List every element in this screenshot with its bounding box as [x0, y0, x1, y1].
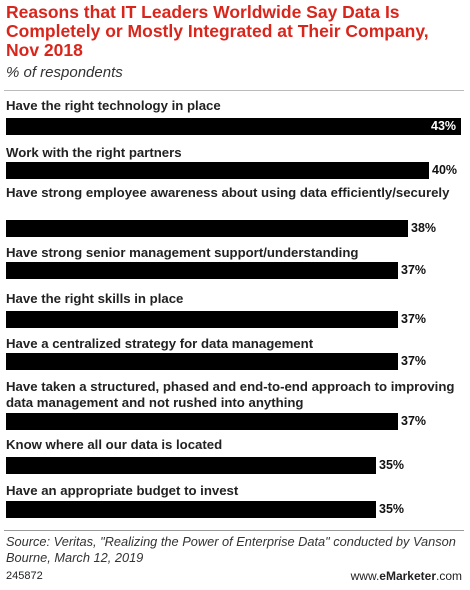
brand-name: eMarketer [379, 569, 436, 583]
bar [6, 311, 398, 328]
category-label: Have a centralized strategy for data man… [6, 336, 314, 351]
bar [6, 220, 408, 237]
brand-logo: www.eMarketer.com [351, 569, 462, 583]
value-label: 35% [379, 502, 405, 516]
value-label: 37% [401, 263, 427, 277]
category-label: Have strong employee awareness about usi… [6, 185, 450, 200]
chart-id: 245872 [6, 570, 43, 582]
bar [6, 413, 398, 430]
bar [6, 162, 429, 179]
category-label: Have the right technology in place [6, 98, 221, 113]
top-divider [4, 90, 464, 91]
brand-suffix: .com [435, 569, 462, 583]
value-label: 37% [401, 354, 427, 368]
value-label: 37% [401, 312, 427, 326]
category-label: Have strong senior management support/un… [6, 245, 359, 260]
category-label: Work with the right partners [6, 145, 182, 160]
source-note: Source: Veritas, "Realizing the Power of… [6, 534, 456, 565]
value-label: 40% [432, 163, 458, 177]
bar [6, 118, 461, 135]
bar [6, 457, 376, 474]
bottom-divider [4, 530, 464, 531]
category-label: Have taken a structured, phased and end-… [6, 379, 455, 410]
bar [6, 353, 398, 370]
category-label: Know where all our data is located [6, 437, 223, 452]
value-label: 43% [431, 119, 457, 133]
category-label: Have the right skills in place [6, 291, 184, 306]
bar [6, 501, 376, 518]
value-label: 37% [401, 414, 427, 428]
chart-title: Reasons that IT Leaders Worldwide Say Da… [6, 2, 429, 60]
value-label: 35% [379, 458, 405, 472]
chart-subtitle: % of respondents [6, 64, 123, 81]
category-label: Have an appropriate budget to invest [6, 483, 239, 498]
bar [6, 262, 398, 279]
brand-prefix: www. [350, 569, 380, 583]
value-label: 38% [411, 221, 437, 235]
